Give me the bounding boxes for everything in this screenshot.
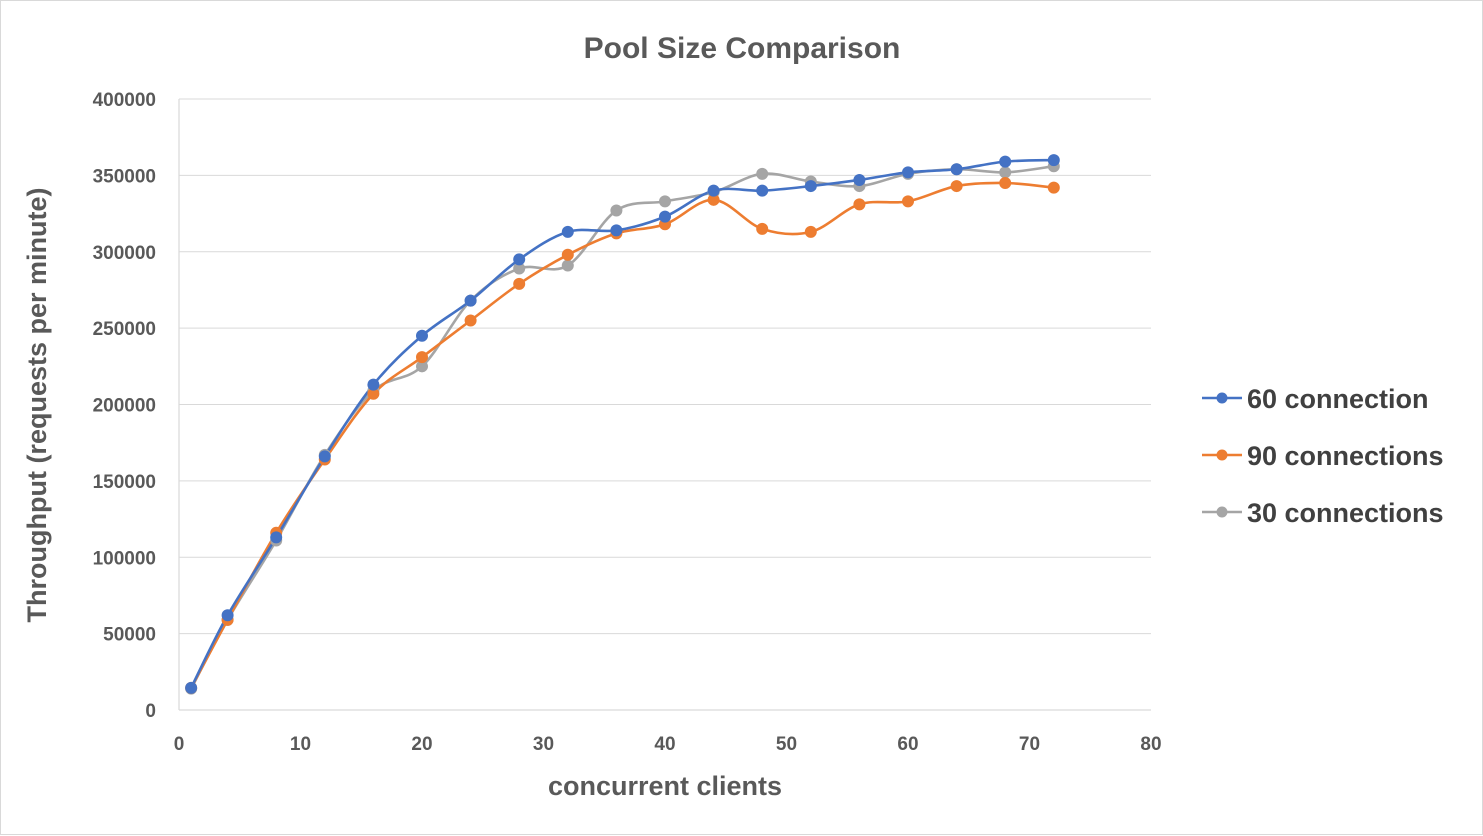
data-point [804,180,817,193]
data-point [902,195,914,208]
axes [178,99,1151,711]
x-axis-title: concurrent clients [548,771,782,801]
x-tick-label: 20 [411,734,432,755]
tick-labels: 0 50000 100000 150000 200000 250000 300000 3500… [93,90,1162,755]
data-point [318,450,331,463]
data-point [756,167,769,180]
x-tick-label: 80 [1140,734,1161,755]
data-point [221,609,234,622]
x-tick-label: 40 [654,734,675,755]
legend: 60 connection 90 connections 30 connection… [1202,384,1444,528]
data-point [513,277,526,290]
data-point [902,166,914,179]
series-lines [189,158,1056,690]
y-tick-label: 150000 [93,472,156,493]
data-point [659,210,671,223]
x-tick-label: 70 [1019,734,1040,755]
data-point [804,225,817,238]
y-tick-label: 200000 [93,396,156,417]
legend-swatch-marker [1216,506,1228,518]
y-tick-label: 50000 [103,625,156,646]
data-point [950,180,963,193]
data-point [1047,154,1060,167]
data-point [999,166,1012,179]
x-tick-label: 50 [776,734,797,755]
data-point [561,248,574,261]
legend-label: 90 connections [1247,441,1444,471]
gridlines [179,98,1151,635]
legend-label: 60 connection [1247,384,1429,414]
data-point [561,225,574,238]
data-point [707,184,720,197]
data-point [416,351,428,364]
data-point [756,184,769,197]
data-point [367,378,380,391]
legend-swatch-marker [1216,392,1228,404]
chart-title: Pool Size Comparison [584,32,901,65]
data-point [610,204,623,217]
data-markers [185,154,1060,695]
data-point [513,253,526,266]
data-point [561,259,574,272]
series-line-0 [189,158,1056,690]
y-axis-title: Throughput (requests per minute) [22,188,52,623]
data-point [756,222,769,235]
data-point [1047,181,1060,194]
data-point [950,163,963,176]
data-point [416,329,428,342]
legend-swatch-marker [1216,449,1228,461]
data-point [853,173,866,186]
data-point [185,681,198,694]
y-tick-label: 300000 [93,243,156,264]
y-tick-label: 400000 [93,90,156,111]
data-point [610,224,623,237]
y-tick-label: 100000 [93,548,156,569]
data-point [999,155,1012,168]
series-line-1 [189,181,1056,690]
y-tick-label: 250000 [93,319,156,340]
x-tick-label: 0 [174,734,185,755]
data-point [659,195,671,208]
data-point [999,177,1012,190]
data-point [464,314,477,327]
series-line-2 [189,164,1056,690]
legend-label: 30 connections [1247,498,1444,528]
data-point [853,198,866,211]
x-tick-label: 30 [533,734,554,755]
x-tick-label: 10 [290,734,311,755]
y-tick-label: 0 [145,701,156,722]
x-tick-label: 60 [897,734,918,755]
y-tick-label: 350000 [93,166,156,187]
data-point [270,531,283,544]
data-point [464,294,477,307]
